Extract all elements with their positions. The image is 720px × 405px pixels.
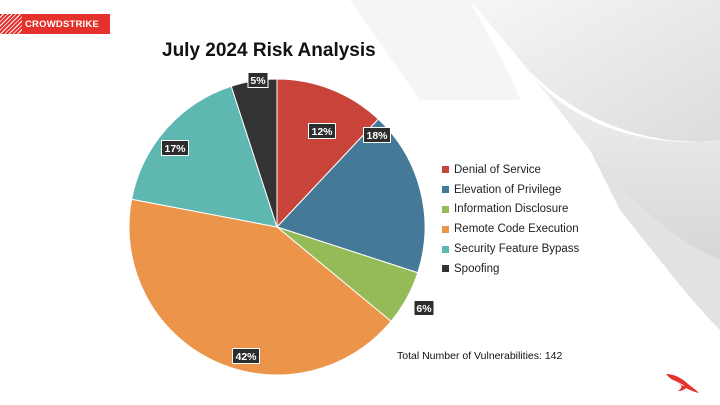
data-label: 18% [363, 127, 391, 143]
legend-item: Remote Code Execution [442, 219, 592, 239]
legend-label: Remote Code Execution [454, 223, 579, 236]
legend-swatch [442, 245, 449, 253]
data-label: 6% [413, 300, 435, 316]
pie-slice-security-feature-bypass [131, 85, 278, 228]
pie-slice-denial-of-service [276, 78, 380, 229]
chart-legend: Denial of Service Elevation of Privilege I… [438, 157, 592, 282]
logo-hatch-mark [0, 14, 22, 34]
legend-label: Security Feature Bypass [454, 243, 580, 256]
legend-swatch [442, 225, 449, 233]
legend-item: Denial of Service [442, 160, 592, 180]
legend-swatch [442, 186, 449, 194]
total-vulnerabilities-annotation: Total Number of Vulnerabilities: 142 [397, 350, 563, 362]
chart-title: July 2024 Risk Analysis [162, 40, 376, 61]
logo-wordmark: CROWDSTRIKE [25, 18, 99, 30]
data-label-text: 12% [311, 126, 333, 138]
falcon-icon [666, 374, 699, 393]
data-label-text: 5% [250, 75, 266, 87]
crowdstrike-logo: CROWDSTRIKE [0, 14, 110, 34]
data-label: 5% [247, 72, 269, 88]
legend-label: Spoofing [454, 262, 500, 275]
data-label-text: 42% [235, 351, 257, 363]
legend-swatch [442, 205, 449, 213]
legend-swatch [442, 166, 449, 174]
legend-item: Spoofing [442, 259, 592, 279]
data-label-text: 18% [366, 130, 388, 142]
legend-item: Elevation of Privilege [442, 180, 592, 200]
legend-label: Information Disclosure [454, 203, 569, 216]
legend-label: Denial of Service [454, 163, 541, 176]
legend-label: Elevation of Privilege [454, 183, 562, 196]
data-label: 42% [232, 348, 260, 364]
pie-slice-remote-code-execution [128, 198, 392, 376]
legend-item: Security Feature Bypass [442, 239, 592, 259]
data-label: 17% [161, 140, 189, 156]
legend-swatch [442, 265, 449, 273]
legend-item: Information Disclosure [442, 200, 592, 220]
data-label: 12% [308, 123, 336, 139]
data-label-text: 6% [416, 303, 432, 315]
data-label-text: 17% [164, 143, 186, 155]
